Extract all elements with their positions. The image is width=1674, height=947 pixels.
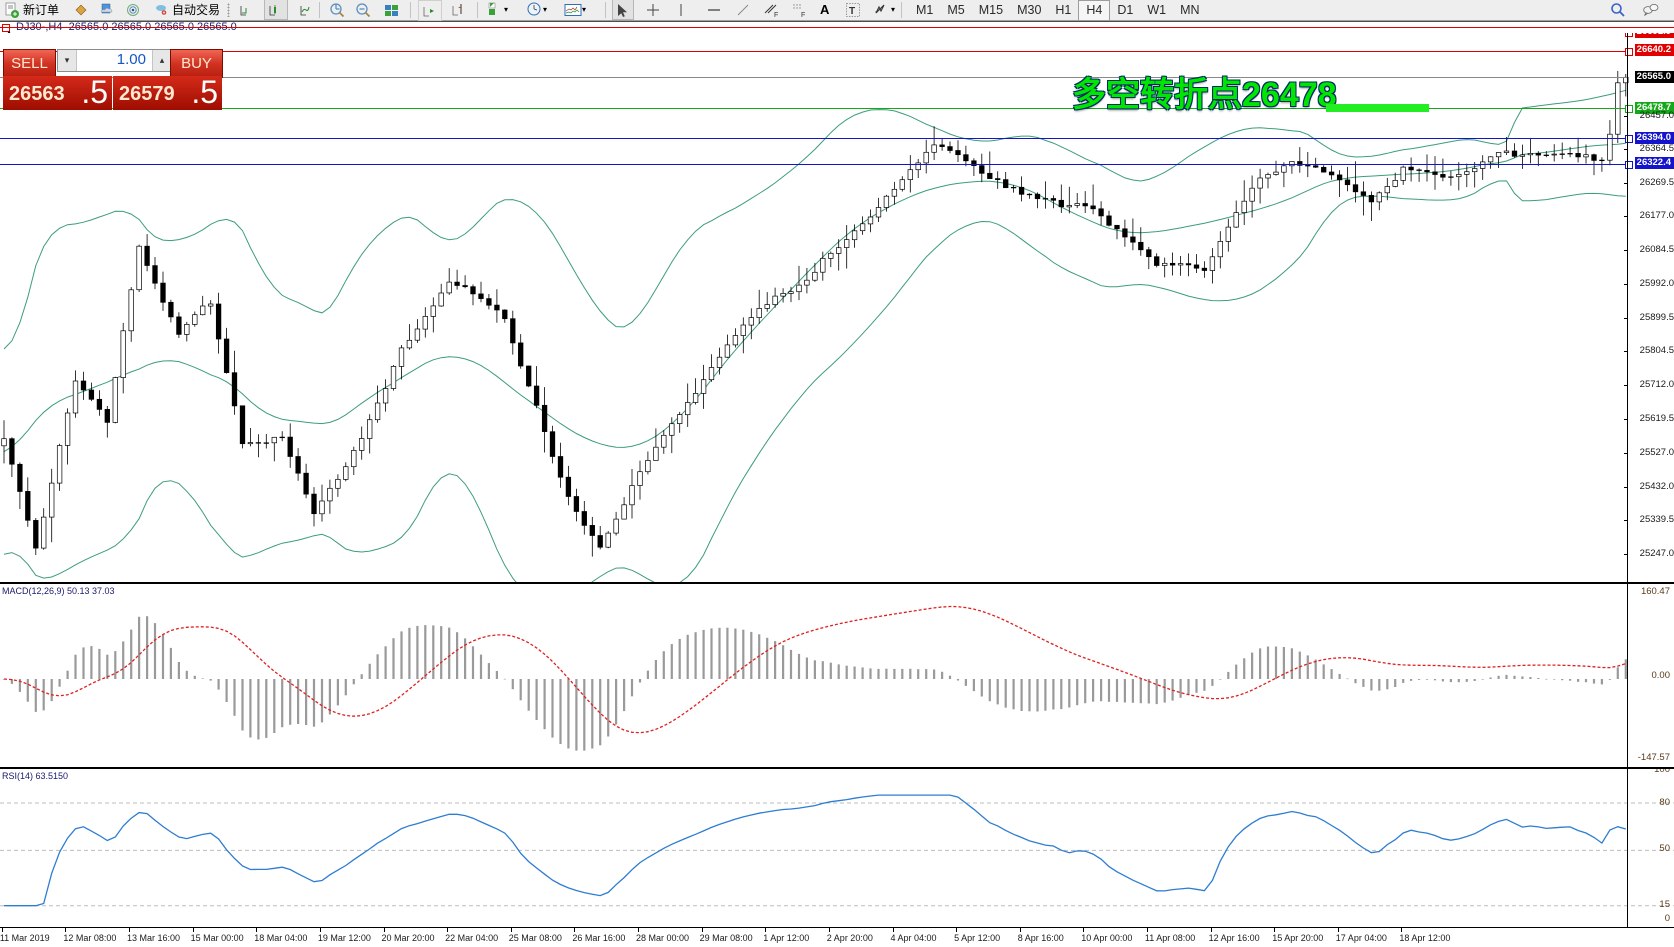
svg-text:F: F [801, 12, 805, 18]
svg-text:T: T [849, 6, 855, 17]
svg-text:F: F [774, 12, 778, 18]
